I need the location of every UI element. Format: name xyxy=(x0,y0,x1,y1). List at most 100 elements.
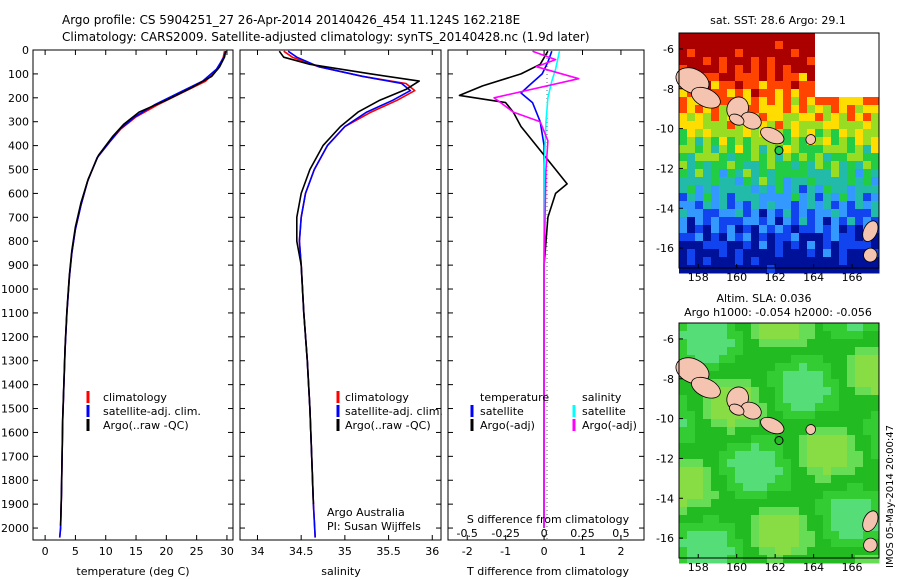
sst-cell xyxy=(743,89,752,98)
sst-cell xyxy=(679,233,688,242)
sla-cell xyxy=(735,331,744,340)
sla-cell xyxy=(799,419,808,428)
sla-cell xyxy=(679,491,688,500)
sla-cell xyxy=(735,539,744,548)
sst-cell xyxy=(679,265,688,274)
sla-cell xyxy=(815,523,824,532)
sst-cell xyxy=(679,121,688,130)
island-shape xyxy=(691,86,721,109)
sla-cell xyxy=(791,411,800,420)
sla-cell xyxy=(775,435,784,444)
sst-cell xyxy=(839,145,848,154)
depth-tick-label: 1300 xyxy=(1,355,29,368)
sst-cell xyxy=(791,185,800,194)
annotation-line-2: PI: Susan Wijffels xyxy=(327,520,421,533)
sst-cell xyxy=(863,201,872,210)
sst-cell xyxy=(799,81,808,90)
sst-cell xyxy=(751,161,760,170)
sla-cell xyxy=(783,355,792,364)
sst-cell xyxy=(727,49,736,58)
sst-cell xyxy=(855,217,864,226)
sst-cell xyxy=(751,57,760,66)
sst-cell xyxy=(815,249,824,258)
sst-cell xyxy=(775,113,784,122)
sla-cell xyxy=(735,427,744,436)
sla-cell xyxy=(839,395,848,404)
sla-cell xyxy=(863,339,872,348)
sst-cell xyxy=(815,265,824,274)
x-tick-label: -1 xyxy=(500,545,511,558)
sla-cell xyxy=(719,491,728,500)
sla-cell xyxy=(703,451,712,460)
sla-cell xyxy=(695,419,704,428)
sst-cell xyxy=(799,105,808,114)
sst-cell xyxy=(719,113,728,122)
map-y-tick-label: -14 xyxy=(656,202,674,215)
sla-cell xyxy=(831,507,840,516)
sla-cell xyxy=(775,539,784,548)
island-shape xyxy=(740,111,762,130)
sst-cell xyxy=(839,105,848,114)
sla-cell xyxy=(783,435,792,444)
sst-cell xyxy=(847,113,856,122)
sst-cell xyxy=(759,33,768,42)
sst-cell xyxy=(759,193,768,202)
depth-tick-label: 1700 xyxy=(1,450,29,463)
sst-cell xyxy=(847,265,856,274)
sla-cell xyxy=(847,355,856,364)
sla-cell xyxy=(799,459,808,468)
sst-map: sat. SST: 28.6 Argo: 29.1 158 160 162 164 16… xyxy=(656,14,880,284)
sst-cell xyxy=(783,265,792,274)
sst-cell xyxy=(783,65,792,74)
sla-cell xyxy=(679,483,688,492)
sla-cell xyxy=(855,523,864,532)
sst-cell xyxy=(871,121,880,130)
sst-cell xyxy=(727,169,736,178)
sla-cell xyxy=(687,539,696,548)
sla-cell xyxy=(751,443,760,452)
sla-cell xyxy=(855,483,864,492)
sst-cell xyxy=(687,33,696,42)
sst-cell xyxy=(871,89,880,98)
sst-cell xyxy=(871,169,880,178)
sla-cell xyxy=(719,331,728,340)
sla-cell xyxy=(687,547,696,556)
sst-cell xyxy=(703,113,712,122)
sst-cell xyxy=(743,97,752,106)
sla-cell xyxy=(823,539,832,548)
sst-cell xyxy=(687,137,696,146)
sla-cell xyxy=(751,467,760,476)
map-x-tick-label: 158 xyxy=(688,271,709,284)
sst-cell xyxy=(815,233,824,242)
sst-cell xyxy=(863,65,872,74)
sst-cell xyxy=(791,257,800,266)
sst-cell xyxy=(839,49,848,58)
sla-cell xyxy=(871,323,880,332)
sla-cell xyxy=(855,355,864,364)
sst-cell xyxy=(751,145,760,154)
sst-cell xyxy=(759,113,768,122)
sla-cell xyxy=(863,459,872,468)
sla-cell xyxy=(839,547,848,556)
sst-cell xyxy=(783,121,792,130)
sla-cell xyxy=(751,331,760,340)
temperature-panel: 0100200300400500600700800900100011001200… xyxy=(1,44,234,578)
sla-cell xyxy=(703,499,712,508)
sla-cell xyxy=(735,339,744,348)
sst-cell xyxy=(743,249,752,258)
sla-cell xyxy=(839,355,848,364)
sla-cell xyxy=(783,483,792,492)
sla-cell xyxy=(679,523,688,532)
temperature-profiles xyxy=(58,50,227,538)
sla-cell xyxy=(839,491,848,500)
sla-cell xyxy=(687,507,696,516)
sla-cell xyxy=(679,555,688,564)
sla-cell xyxy=(799,435,808,444)
sst-cell xyxy=(703,193,712,202)
sla-cell xyxy=(743,451,752,460)
sst-cell xyxy=(863,161,872,170)
sla-cell xyxy=(871,459,880,468)
sst-cell xyxy=(783,233,792,242)
sst-cell xyxy=(791,249,800,258)
sst-cell xyxy=(751,49,760,58)
